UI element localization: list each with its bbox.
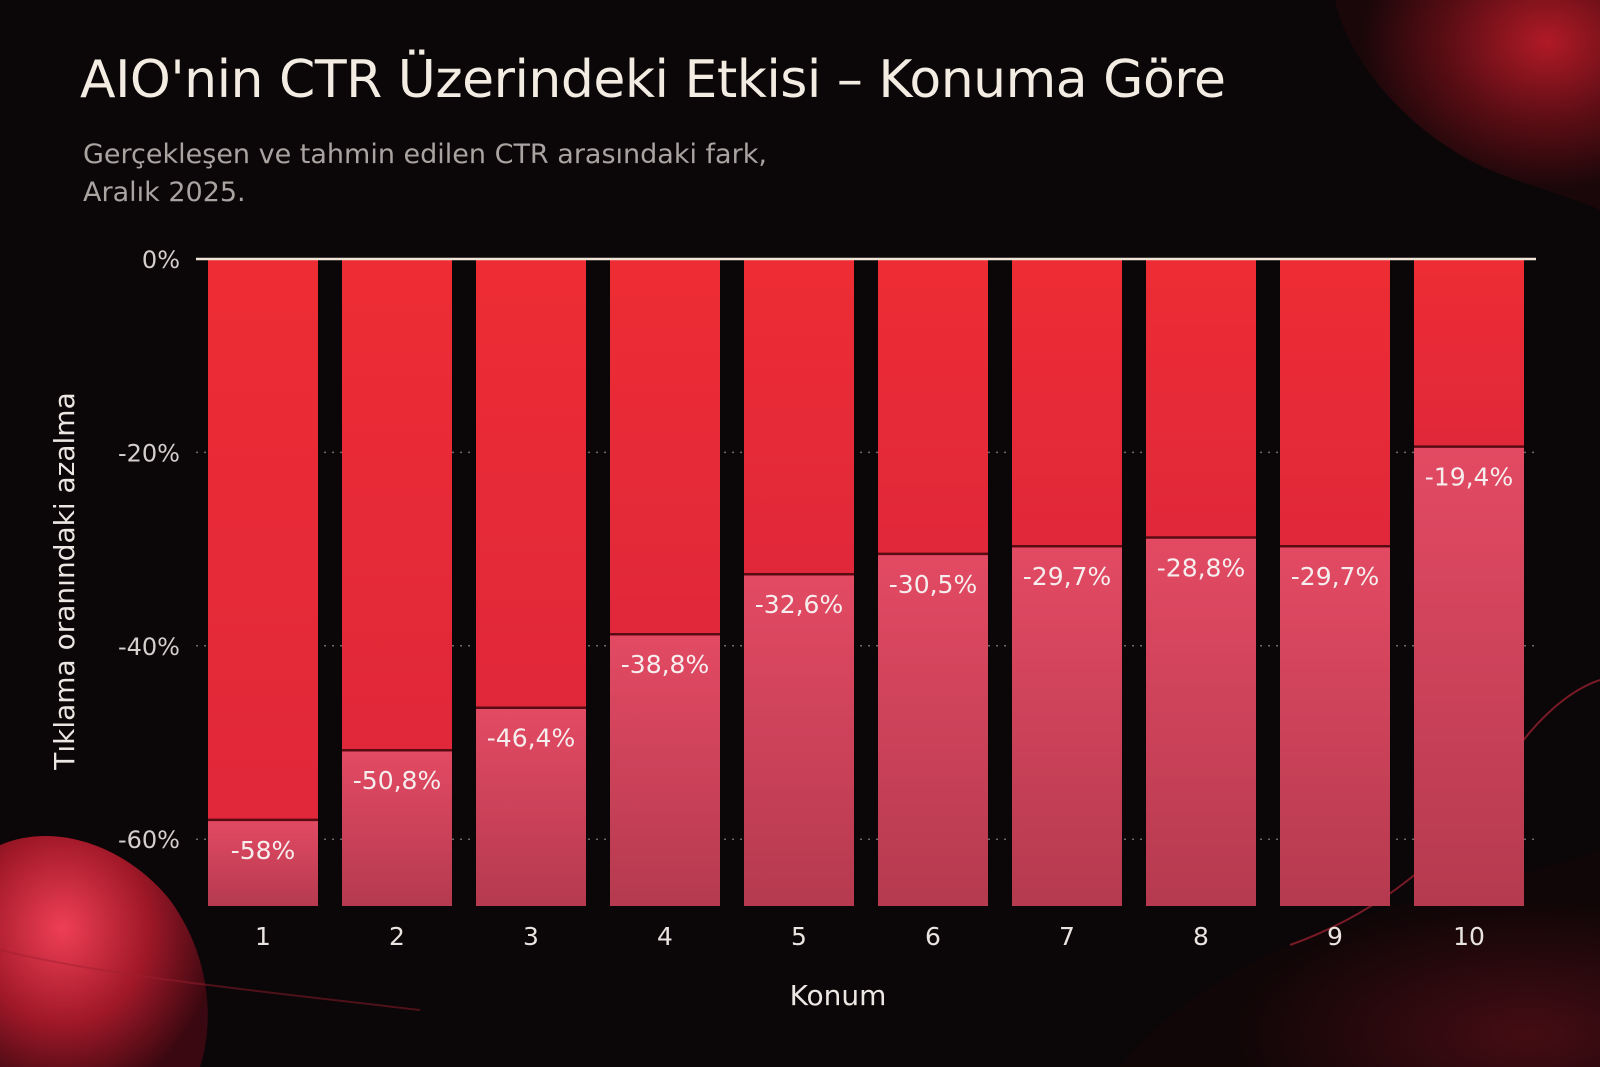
bar-lower-segment bbox=[744, 574, 854, 906]
bar-upper-segment bbox=[476, 259, 586, 708]
bar-upper-segment bbox=[1280, 259, 1390, 547]
x-axis-title: Konum bbox=[790, 979, 887, 1012]
y-axis-title: Tıklama oranındaki azalma bbox=[48, 392, 81, 771]
y-tick-label: 0% bbox=[142, 246, 180, 274]
decorative-curve-left bbox=[0, 949, 421, 1011]
x-tick-label: 4 bbox=[657, 922, 673, 951]
bar-upper-segment bbox=[1012, 259, 1122, 547]
x-tick-label: 7 bbox=[1059, 922, 1075, 951]
bar-value-label: -32,6% bbox=[755, 590, 843, 619]
bar-value-label: -28,8% bbox=[1157, 553, 1245, 582]
bar-lower-segment bbox=[1280, 546, 1390, 906]
bar-upper-segment bbox=[342, 259, 452, 751]
x-tick-label: 9 bbox=[1327, 922, 1343, 951]
x-tick-label: 3 bbox=[523, 922, 539, 951]
chart-title: AIO'nin CTR Üzerindeki Etkisi – Konuma G… bbox=[80, 50, 1226, 110]
bar-lower-segment bbox=[208, 819, 318, 906]
bar-upper-segment bbox=[1146, 259, 1256, 538]
y-tick-label: -20% bbox=[118, 439, 180, 467]
bar-value-label: -58% bbox=[231, 836, 296, 865]
bar-lower-segment bbox=[610, 634, 720, 906]
bar-lower-segment bbox=[476, 707, 586, 906]
bar-lower-segment bbox=[1146, 537, 1256, 906]
bar-value-label: -30,5% bbox=[889, 570, 977, 599]
bar-upper-segment bbox=[1414, 259, 1524, 447]
subtitle-line-1: Gerçekleşen ve tahmin edilen CTR arasınd… bbox=[83, 139, 767, 170]
y-tick-label: -40% bbox=[118, 633, 180, 661]
bars-group bbox=[208, 259, 1524, 906]
x-tick-label: 10 bbox=[1453, 922, 1485, 951]
labels-group: 0% -20% -40% -60% -58% 1 -50,8% 2 -46,4% 3 -38,8% 4… bbox=[118, 246, 1513, 951]
bar-value-label: -50,8% bbox=[353, 766, 441, 795]
x-tick-label: 8 bbox=[1193, 922, 1209, 951]
bar-value-label: -29,7% bbox=[1023, 562, 1111, 591]
bar-upper-segment bbox=[610, 259, 720, 635]
subtitle-line-2: Aralık 2025. bbox=[83, 177, 246, 208]
bar-value-label: -46,4% bbox=[487, 724, 575, 753]
bar-lower-segment bbox=[878, 553, 988, 906]
y-tick-label: -60% bbox=[118, 826, 180, 854]
bar-value-label: -38,8% bbox=[621, 650, 709, 679]
corner-blob-bottom-left bbox=[0, 836, 208, 1067]
chart-subtitle: Gerçekleşen ve tahmin edilen CTR arasınd… bbox=[83, 136, 843, 212]
bar-value-label: -29,7% bbox=[1291, 562, 1379, 591]
bar-upper-segment bbox=[744, 259, 854, 575]
corner-blob-top-right bbox=[1335, 0, 1600, 210]
x-tick-label: 1 bbox=[255, 922, 271, 951]
bar-value-label: -19,4% bbox=[1425, 463, 1513, 492]
bar-lower-segment bbox=[1414, 446, 1524, 906]
bar-lower-segment bbox=[342, 750, 452, 906]
x-tick-label: 5 bbox=[791, 922, 807, 951]
x-tick-label: 2 bbox=[389, 922, 405, 951]
bar-lower-segment bbox=[1012, 546, 1122, 906]
bar-upper-segment bbox=[878, 259, 988, 554]
x-tick-label: 6 bbox=[925, 922, 941, 951]
bar-upper-segment bbox=[208, 259, 318, 820]
